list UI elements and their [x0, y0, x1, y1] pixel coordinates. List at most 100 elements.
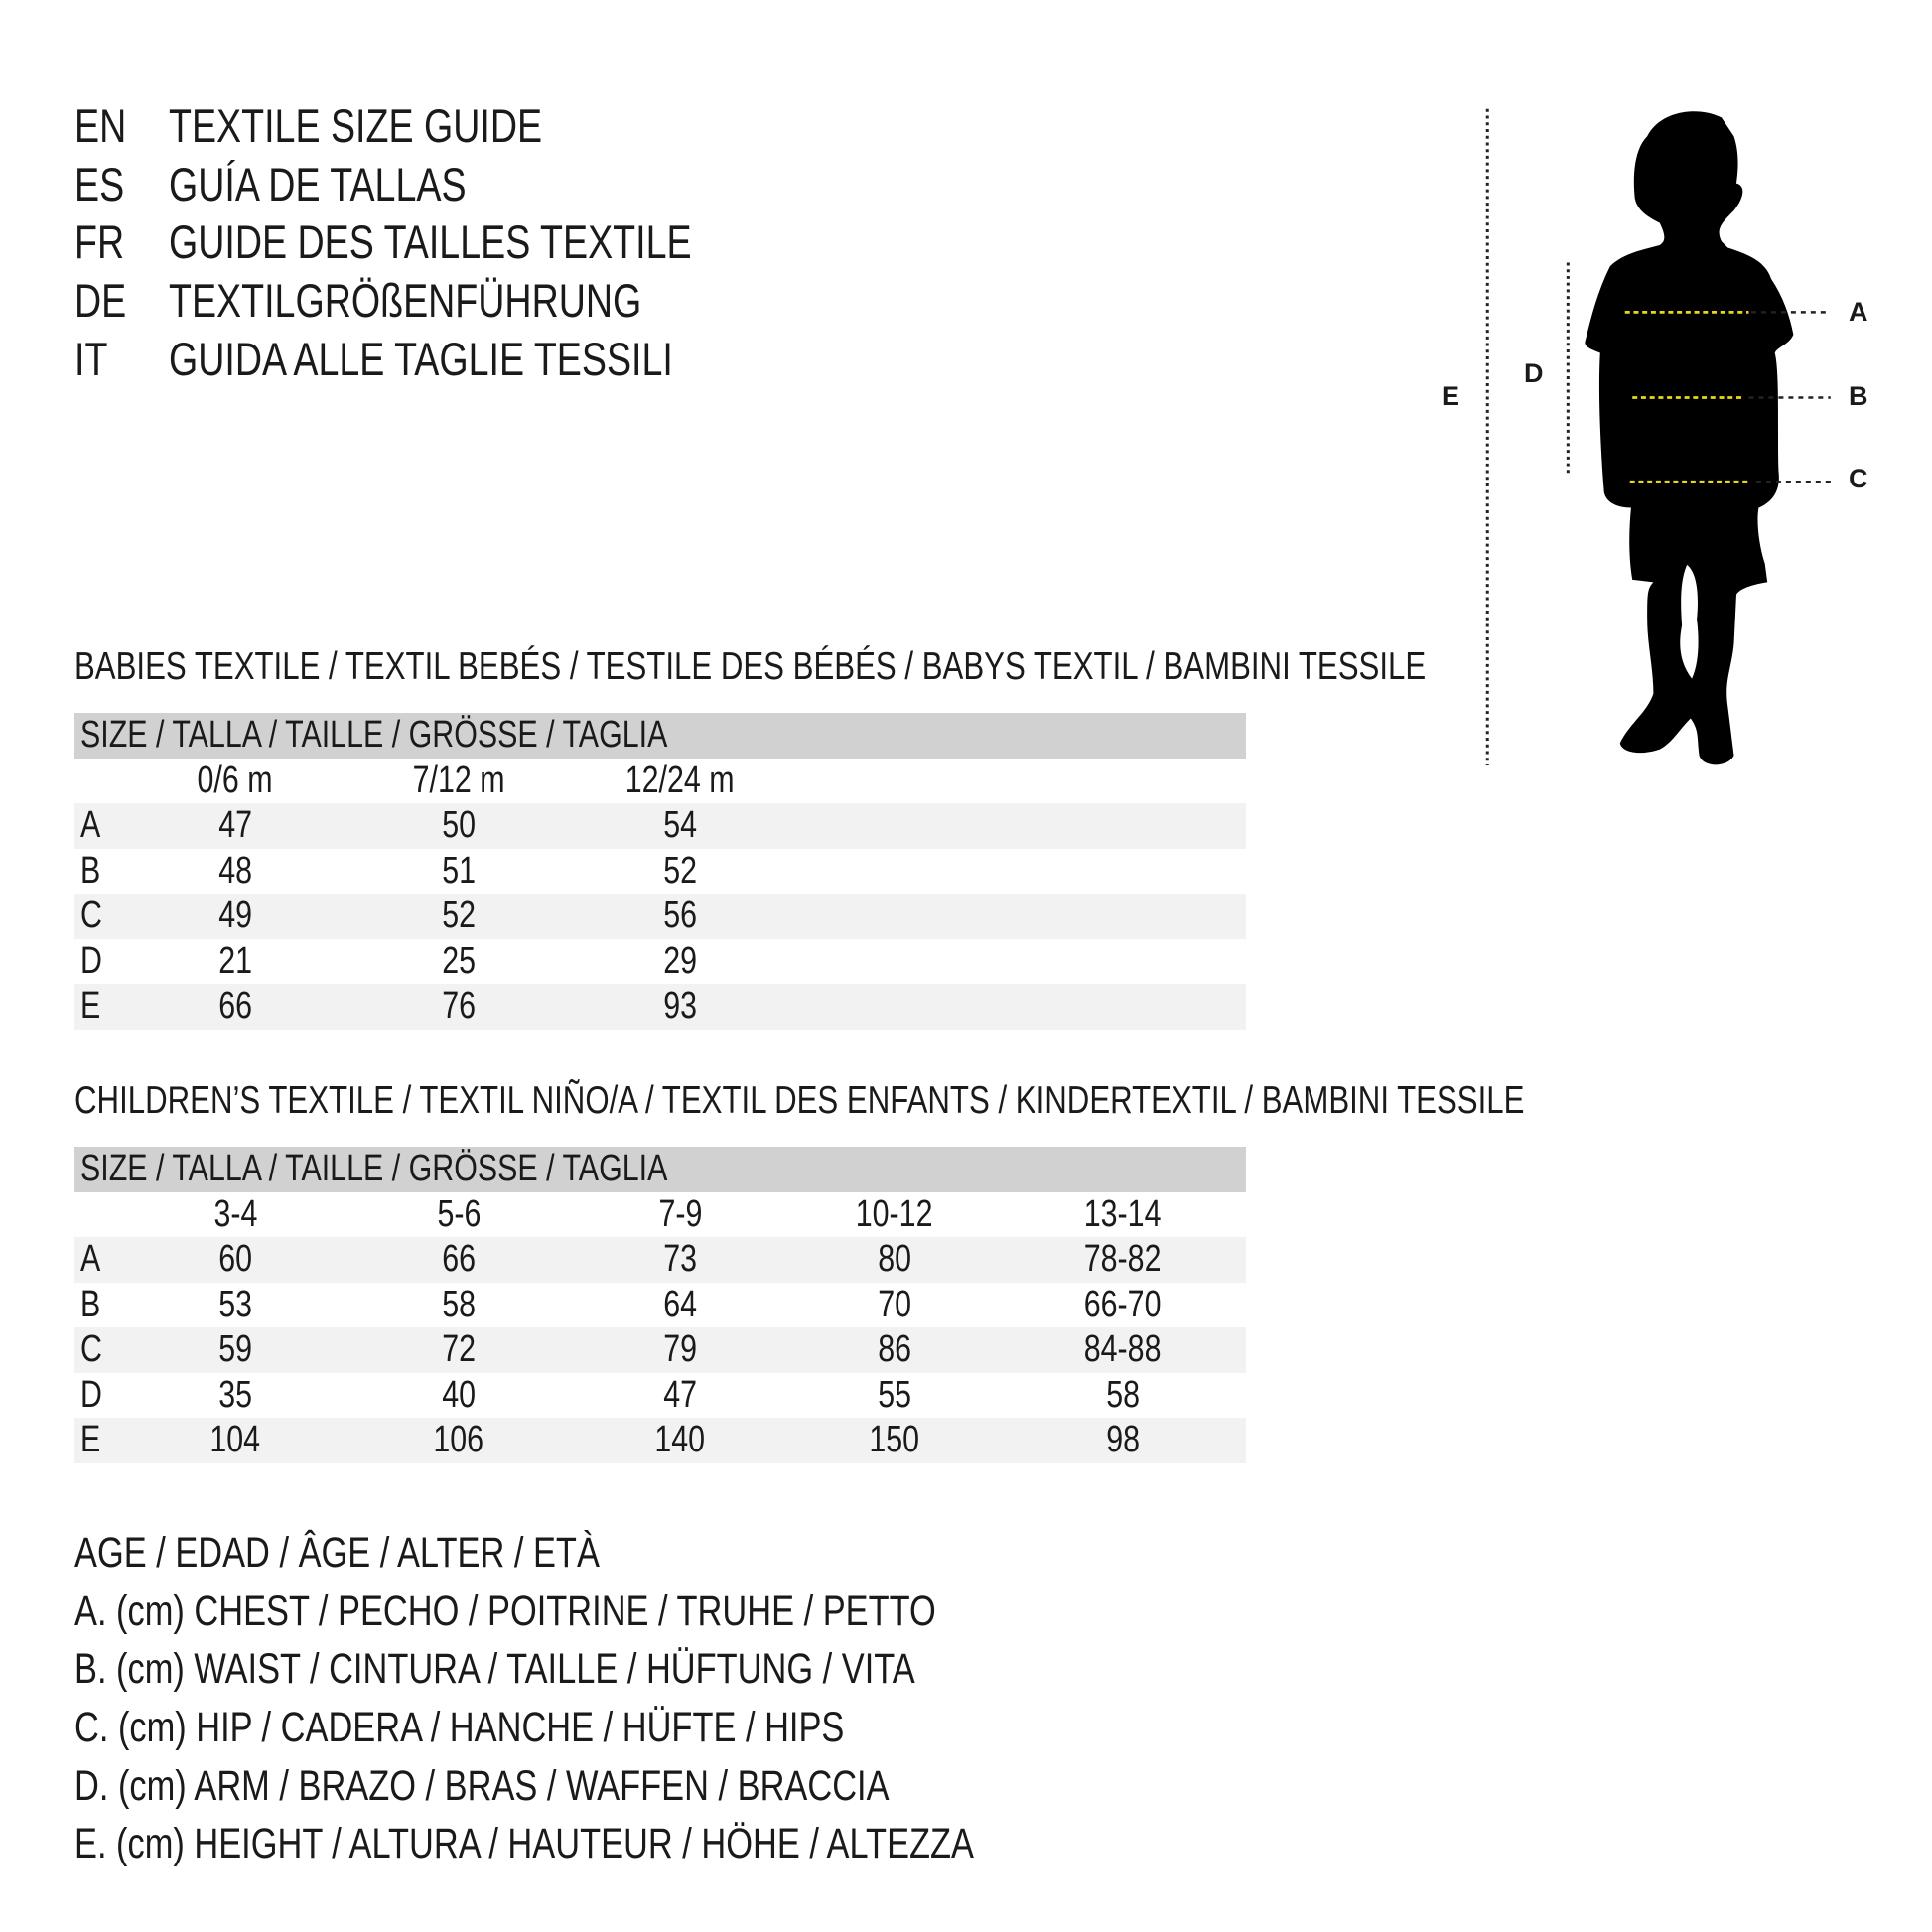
- lang-code: DE: [74, 274, 127, 327]
- label-c: C: [1849, 464, 1868, 493]
- table-cell: 21: [218, 939, 252, 982]
- table-cell: 49: [218, 895, 252, 936]
- table-cell: 35: [218, 1373, 252, 1416]
- table-cell: 52: [663, 849, 697, 892]
- size-header-row: SIZE / TALLA / TAILLE / GRÖSSE / TAGLIA: [74, 713, 1246, 759]
- column-header: 13-14: [1084, 1192, 1162, 1235]
- column-header: 5-6: [437, 1192, 481, 1235]
- title-text: TEXTILE SIZE GUIDE: [169, 99, 543, 152]
- lang-code: ES: [74, 158, 125, 210]
- silhouette-shape: [1585, 111, 1794, 765]
- legend-item: AGE / EDAD / ÂGE / ALTER / ETÀ: [74, 1529, 600, 1577]
- size-header: SIZE / TALLA / TAILLE / GRÖSSE / TAGLIA: [80, 1148, 668, 1189]
- table-cell: 59: [218, 1328, 252, 1370]
- column-header-row: 0/6 m 7/12 m 12/24 m: [74, 759, 1246, 804]
- lang-code: IT: [74, 333, 108, 385]
- table-cell: 79: [663, 1328, 697, 1370]
- table-cell: 66-70: [1084, 1283, 1162, 1325]
- table-cell: 70: [878, 1283, 911, 1325]
- table-cell: 29: [663, 939, 697, 982]
- legend-item: E. (cm) HEIGHT / ALTURA / HAUTEUR / HÖHE…: [74, 1820, 974, 1867]
- table-cell: 93: [663, 985, 697, 1027]
- table-cell: 56: [663, 895, 697, 936]
- table-cell: 58: [442, 1283, 476, 1325]
- table-cell: 66: [442, 1238, 476, 1280]
- row-label: D: [80, 939, 102, 982]
- table-cell: 25: [442, 939, 476, 982]
- table-row: D 21 25 29: [74, 939, 1246, 985]
- table-cell: 54: [663, 804, 697, 846]
- lang-code: FR: [74, 215, 125, 268]
- table-cell: 76: [442, 985, 476, 1027]
- size-header-row: SIZE / TALLA / TAILLE / GRÖSSE / TAGLIA: [74, 1147, 1246, 1192]
- row-label: C: [80, 895, 102, 936]
- column-header: 10-12: [856, 1192, 933, 1235]
- table-cell: 150: [869, 1419, 920, 1460]
- row-label: B: [80, 1283, 101, 1325]
- table-cell: 78-82: [1084, 1238, 1162, 1280]
- children-heading: CHILDREN’S TEXTILE / TEXTIL NIÑO/A / TEX…: [74, 1076, 1887, 1126]
- column-header: 12/24 m: [625, 759, 735, 801]
- table-cell: 47: [218, 804, 252, 846]
- children-table: SIZE / TALLA / TAILLE / GRÖSSE / TAGLIA …: [74, 1147, 1246, 1463]
- table-cell: 73: [663, 1238, 697, 1280]
- title-text: GUIDE DES TAILLES TEXTILE: [169, 215, 692, 268]
- table-cell: 50: [442, 804, 476, 846]
- table-cell: 51: [442, 849, 476, 892]
- table-row: A 47 50 54: [74, 803, 1246, 849]
- row-label: E: [80, 1419, 101, 1460]
- table-cell: 84-88: [1084, 1328, 1162, 1370]
- label-b: B: [1849, 381, 1868, 411]
- table-cell: 86: [878, 1328, 911, 1370]
- table-row: C 49 52 56: [74, 894, 1246, 939]
- table-row: B 53 58 64 70 66-70: [74, 1283, 1246, 1328]
- label-a: A: [1849, 297, 1868, 327]
- row-label: A: [80, 804, 101, 846]
- legend-item: B. (cm) WAIST / CINTURA / TAILLE / HÜFTU…: [74, 1645, 915, 1693]
- table-cell: 66: [218, 985, 252, 1027]
- table-cell: 40: [442, 1373, 476, 1416]
- table-cell: 52: [442, 895, 476, 936]
- title-text: TEXTILGRÖßENFÜHRUNG: [169, 274, 642, 327]
- babies-table: SIZE / TALLA / TAILLE / GRÖSSE / TAGLIA …: [74, 713, 1246, 1030]
- row-label: D: [80, 1373, 102, 1416]
- legend-item: A. (cm) CHEST / PECHO / POITRINE / TRUHE…: [74, 1587, 936, 1635]
- legend-item: C. (cm) HIP / CADERA / HANCHE / HÜFTE / …: [74, 1704, 845, 1751]
- heading-text: BABIES TEXTILE / TEXTIL BEBÉS / TESTILE …: [74, 645, 1427, 688]
- babies-heading: BABIES TEXTILE / TEXTIL BEBÉS / TESTILE …: [74, 642, 1763, 692]
- legend-item: D. (cm) ARM / BRAZO / BRAS / WAFFEN / BR…: [74, 1762, 890, 1810]
- table-cell: 55: [878, 1373, 911, 1416]
- table-cell: 104: [209, 1419, 261, 1460]
- table-cell: 48: [218, 849, 252, 892]
- row-label: A: [80, 1238, 101, 1280]
- table-row: C 59 72 79 86 84-88: [74, 1327, 1246, 1373]
- table-cell: 98: [1106, 1419, 1140, 1460]
- table-cell: 64: [663, 1283, 697, 1325]
- column-header-row: 3-4 5-6 7-9 10-12 13-14: [74, 1192, 1246, 1238]
- table-cell: 58: [1106, 1373, 1140, 1416]
- title-text: GUÍA DE TALLAS: [169, 158, 467, 210]
- table-cell: 140: [654, 1419, 706, 1460]
- heading-text: CHILDREN’S TEXTILE / TEXTIL NIÑO/A / TEX…: [74, 1079, 1525, 1122]
- column-header: 7/12 m: [412, 759, 505, 801]
- table-row: E 104 106 140 150 98: [74, 1418, 1246, 1463]
- title-text: GUIDA ALLE TAGLIE TESSILI: [169, 333, 673, 385]
- column-header: 0/6 m: [197, 759, 274, 801]
- label-e: E: [1442, 381, 1460, 411]
- table-cell: 106: [433, 1419, 484, 1460]
- table-cell: 53: [218, 1283, 252, 1325]
- row-label: C: [80, 1328, 102, 1370]
- table-cell: 72: [442, 1328, 476, 1370]
- table-cell: 80: [878, 1238, 911, 1280]
- table-cell: 60: [218, 1238, 252, 1280]
- row-label: E: [80, 985, 101, 1027]
- table-row: D 35 40 47 55 58: [74, 1373, 1246, 1419]
- row-label: B: [80, 849, 101, 892]
- table-cell: 47: [663, 1373, 697, 1416]
- table-row: B 48 51 52: [74, 849, 1246, 895]
- lang-code: EN: [74, 99, 127, 152]
- column-header: 3-4: [213, 1192, 257, 1235]
- table-row: E 66 76 93: [74, 984, 1246, 1030]
- size-header: SIZE / TALLA / TAILLE / GRÖSSE / TAGLIA: [80, 714, 668, 756]
